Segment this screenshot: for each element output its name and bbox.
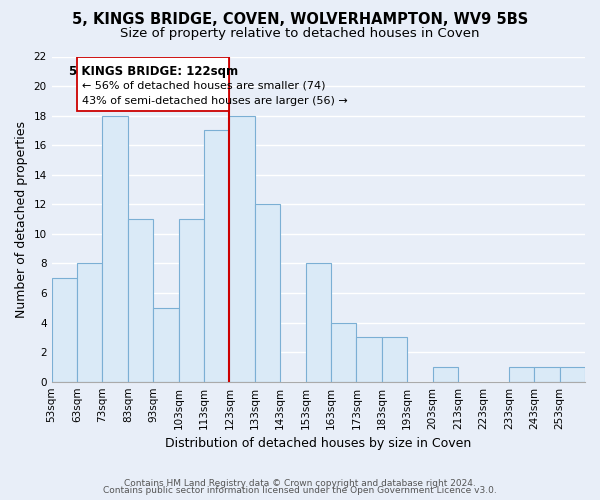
- X-axis label: Distribution of detached houses by size in Coven: Distribution of detached houses by size …: [165, 437, 472, 450]
- Text: 43% of semi-detached houses are larger (56) →: 43% of semi-detached houses are larger (…: [82, 96, 348, 106]
- Bar: [356, 338, 382, 382]
- Bar: [534, 367, 560, 382]
- Bar: [52, 278, 77, 382]
- Text: Contains HM Land Registry data © Crown copyright and database right 2024.: Contains HM Land Registry data © Crown c…: [124, 478, 476, 488]
- Bar: [331, 322, 356, 382]
- Bar: [305, 264, 331, 382]
- FancyBboxPatch shape: [77, 56, 229, 111]
- Bar: [229, 116, 255, 382]
- Y-axis label: Number of detached properties: Number of detached properties: [15, 120, 28, 318]
- Bar: [433, 367, 458, 382]
- Text: 5, KINGS BRIDGE, COVEN, WOLVERHAMPTON, WV9 5BS: 5, KINGS BRIDGE, COVEN, WOLVERHAMPTON, W…: [72, 12, 528, 28]
- Bar: [382, 338, 407, 382]
- Bar: [509, 367, 534, 382]
- Bar: [128, 219, 153, 382]
- Bar: [179, 219, 204, 382]
- Bar: [77, 264, 103, 382]
- Bar: [560, 367, 585, 382]
- Bar: [153, 308, 179, 382]
- Text: 5 KINGS BRIDGE: 122sqm: 5 KINGS BRIDGE: 122sqm: [68, 64, 238, 78]
- Text: Size of property relative to detached houses in Coven: Size of property relative to detached ho…: [120, 28, 480, 40]
- Bar: [255, 204, 280, 382]
- Bar: [103, 116, 128, 382]
- Text: ← 56% of detached houses are smaller (74): ← 56% of detached houses are smaller (74…: [82, 80, 326, 90]
- Text: Contains public sector information licensed under the Open Government Licence v3: Contains public sector information licen…: [103, 486, 497, 495]
- Bar: [204, 130, 229, 382]
